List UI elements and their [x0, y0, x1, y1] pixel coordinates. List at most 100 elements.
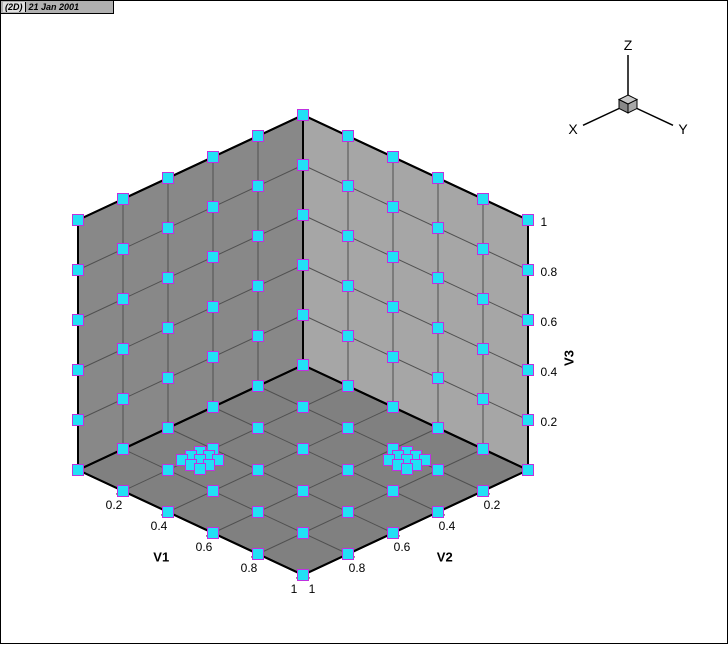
data-marker	[72, 464, 84, 476]
compass-x	[583, 109, 619, 126]
axis-label-v2: V2	[437, 549, 453, 564]
data-marker	[477, 485, 489, 497]
data-marker	[477, 243, 489, 255]
data-marker	[117, 393, 129, 405]
data-marker	[297, 401, 309, 413]
data-marker	[162, 506, 174, 518]
data-marker	[342, 230, 354, 242]
tick-v1: 0.8	[241, 561, 258, 575]
data-marker	[252, 330, 264, 342]
data-marker	[297, 485, 309, 497]
data-marker	[387, 401, 399, 413]
axis-label-v3: V3	[562, 350, 577, 366]
data-marker	[522, 364, 534, 376]
data-marker	[117, 443, 129, 455]
plot-area: 0.20.40.60.81V10.20.40.60.81V20.20.40.60…	[3, 15, 727, 643]
data-marker	[387, 351, 399, 363]
data-marker	[207, 151, 219, 163]
tick-v3: 0.8	[541, 265, 558, 279]
data-marker	[342, 380, 354, 392]
data-marker	[194, 463, 206, 475]
data-marker	[297, 209, 309, 221]
data-marker	[387, 201, 399, 213]
tick-v1: 0.6	[196, 540, 213, 554]
data-marker	[252, 380, 264, 392]
data-marker	[252, 280, 264, 292]
data-marker	[522, 464, 534, 476]
data-marker	[297, 443, 309, 455]
data-marker	[297, 309, 309, 321]
data-marker	[387, 527, 399, 539]
tick-v3: 0.6	[541, 315, 558, 329]
data-marker	[252, 548, 264, 560]
data-marker	[117, 485, 129, 497]
data-marker	[387, 485, 399, 497]
date-stamp: 21 Jan 2001	[29, 2, 80, 12]
tick-v2: 0.4	[439, 519, 456, 533]
tick-v3: 0.4	[541, 365, 558, 379]
tick-v2: 0.2	[484, 498, 501, 512]
data-marker	[432, 222, 444, 234]
data-marker	[117, 343, 129, 355]
data-marker	[297, 109, 309, 121]
compass-label-x: X	[568, 121, 577, 137]
data-marker	[207, 527, 219, 539]
data-marker	[162, 322, 174, 334]
data-marker	[207, 201, 219, 213]
data-marker	[432, 506, 444, 518]
window-titlebar: (2D)21 Jan 2001	[1, 1, 114, 14]
data-marker	[477, 343, 489, 355]
data-marker	[162, 172, 174, 184]
data-marker	[297, 359, 309, 371]
tick-v1: 1	[291, 582, 298, 596]
data-marker	[387, 151, 399, 163]
data-marker	[252, 422, 264, 434]
data-marker	[162, 272, 174, 284]
data-marker	[432, 464, 444, 476]
tick-v3: 1	[541, 215, 548, 229]
data-marker	[477, 193, 489, 205]
tick-v1: 0.4	[151, 519, 168, 533]
data-marker	[252, 130, 264, 142]
data-marker	[342, 506, 354, 518]
data-marker	[342, 180, 354, 192]
data-marker	[432, 172, 444, 184]
data-marker	[401, 463, 413, 475]
data-marker	[522, 214, 534, 226]
data-marker	[342, 464, 354, 476]
data-marker	[162, 464, 174, 476]
compass-label-z: Z	[624, 37, 633, 53]
data-marker	[297, 259, 309, 271]
data-marker	[387, 301, 399, 313]
data-marker	[117, 243, 129, 255]
data-marker	[207, 351, 219, 363]
data-marker	[207, 301, 219, 313]
data-marker	[117, 193, 129, 205]
data-marker	[297, 527, 309, 539]
data-marker	[162, 222, 174, 234]
data-marker	[162, 372, 174, 384]
data-marker	[522, 414, 534, 426]
data-marker	[477, 393, 489, 405]
tick-v2: 0.8	[349, 561, 366, 575]
tick-v2: 1	[309, 582, 316, 596]
data-marker	[432, 322, 444, 334]
tick-v2: 0.6	[394, 540, 411, 554]
data-marker	[252, 180, 264, 192]
data-marker	[342, 330, 354, 342]
data-marker	[72, 264, 84, 276]
data-marker	[387, 251, 399, 263]
data-marker	[117, 293, 129, 305]
data-marker	[297, 159, 309, 171]
data-marker	[72, 414, 84, 426]
data-marker	[252, 506, 264, 518]
data-marker	[522, 314, 534, 326]
tick-v1: 0.2	[106, 498, 123, 512]
data-marker	[477, 293, 489, 305]
data-marker	[432, 272, 444, 284]
data-marker	[477, 443, 489, 455]
data-marker	[72, 214, 84, 226]
data-marker	[522, 264, 534, 276]
data-marker	[432, 372, 444, 384]
data-marker	[72, 364, 84, 376]
